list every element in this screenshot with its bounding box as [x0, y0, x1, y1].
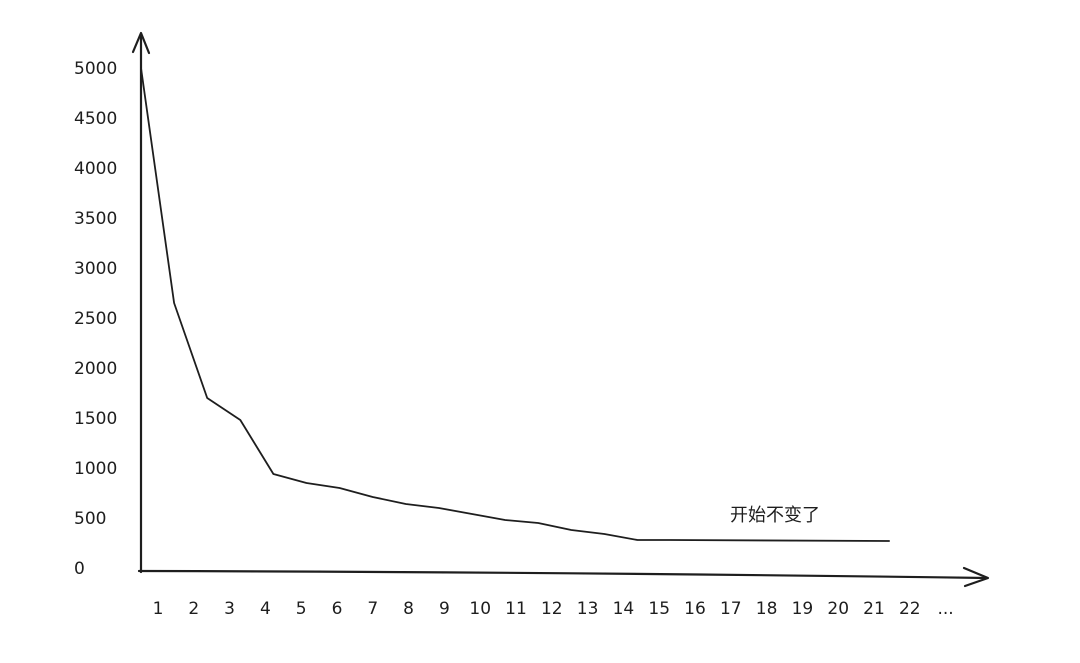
x-tick-label: 12 [541, 599, 563, 619]
y-tick-label: 3500 [74, 209, 117, 229]
y-tick-label: 4500 [74, 109, 117, 129]
y-axis-arrow [131, 31, 151, 55]
x-tick-label: 11 [505, 599, 527, 619]
x-tick-label: 2 [188, 599, 199, 619]
x-tick-label: 1 [153, 599, 164, 619]
x-tick-label: 9 [439, 599, 450, 619]
x-tick-label: 16 [684, 599, 706, 619]
y-tick-label: 4000 [74, 159, 117, 179]
y-tick-label: 0 [74, 559, 85, 579]
x-tick-label: 21 [863, 599, 885, 619]
x-tick-label: 15 [648, 599, 670, 619]
x-tick-label: 18 [756, 599, 778, 619]
x-tick-label: 10 [469, 599, 491, 619]
y-tick-label: 1500 [74, 409, 117, 429]
y-tick-label: 2000 [74, 359, 117, 379]
x-tick-label: 13 [577, 599, 599, 619]
x-tick-label: 22 [899, 599, 921, 619]
x-tick-label: ... [937, 599, 953, 619]
series-line [140, 67, 890, 542]
y-tick-label: 5000 [74, 59, 117, 79]
x-tick-label: 7 [367, 599, 378, 619]
y-tick-labels: 0 500 1000 1500 2000 2500 3000 3500 4000 4500 5000 [74, 59, 117, 579]
x-tick-label: 4 [260, 599, 271, 619]
x-tick-label: 6 [332, 599, 343, 619]
x-tick-labels: 1 2 3 4 5 6 7 8 9 10 11 12 13 14 15 16 17 18 19 20 21 22... [153, 599, 954, 619]
y-tick-label: 2500 [74, 309, 117, 329]
x-tick-label: 8 [403, 599, 414, 619]
x-tick-label: 17 [720, 599, 742, 619]
x-tick-label: 20 [827, 599, 849, 619]
y-tick-label: 500 [74, 509, 106, 529]
annotation-text: 开始不变了 [730, 505, 820, 526]
x-axis-arrow [962, 566, 990, 588]
x-axis [137, 569, 989, 580]
x-tick-label: 14 [613, 599, 635, 619]
y-tick-label: 1000 [74, 459, 117, 479]
y-tick-label: 3000 [74, 259, 117, 279]
axes [131, 31, 990, 588]
x-tick-label: 19 [792, 599, 814, 619]
x-tick-label: 3 [224, 599, 235, 619]
x-tick-label: 5 [296, 599, 307, 619]
